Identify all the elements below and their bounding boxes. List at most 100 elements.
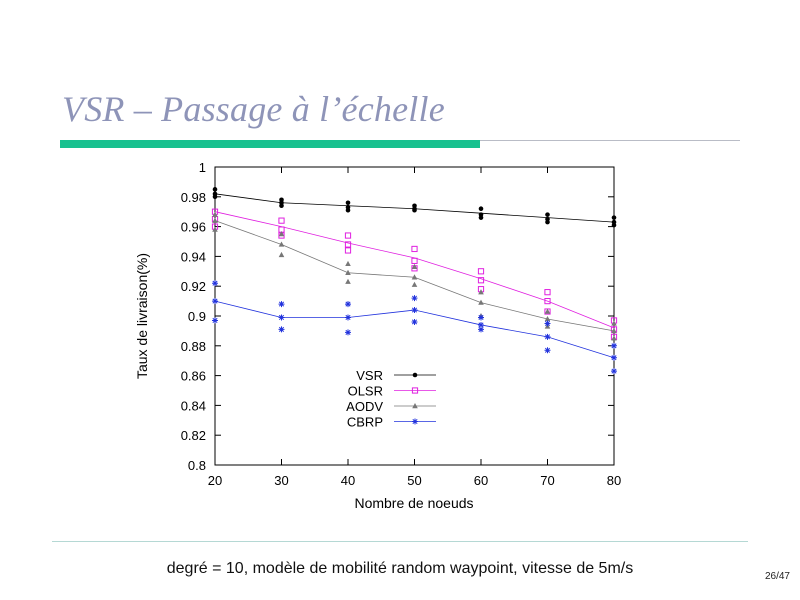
x-axis-label: Nombre de noeuds [354,495,473,511]
series-vsr [212,187,617,228]
data-point-vsr [545,219,550,225]
data-point-aodv [611,320,617,326]
data-point-aodv [278,231,285,237]
y-axis-label: Taux de livraison(%) [134,253,150,379]
data-point-vsr [345,207,351,213]
data-point-cbrp [478,321,484,328]
slide-caption: degré = 10, modèle de mobilité random wa… [166,560,634,577]
legend-marker-aodv [412,403,418,409]
data-point-vsr [345,200,351,206]
data-point-olsr [544,298,551,305]
slide-title: VSR – Passage à l’échelle [62,89,445,129]
data-point-olsr [477,268,485,275]
data-point-cbrp [611,354,617,361]
data-point-aodv [478,289,484,295]
data-point-aodv [411,281,418,287]
data-point-aodv [611,335,617,341]
data-point-aodv [611,327,617,334]
y-tick-label: 0.8 [188,458,206,473]
data-point-aodv [478,299,484,305]
data-point-vsr [478,215,484,220]
data-point-cbrp [278,326,285,333]
y-tick-label: 0.86 [181,369,206,384]
data-point-cbrp [411,318,418,325]
data-point-olsr [477,277,485,284]
data-point-aodv [411,263,418,270]
x-tick-label: 60 [474,473,488,488]
series-aodv [212,211,617,341]
data-point-aodv [345,260,351,267]
data-point-aodv [345,269,351,275]
x-tick-label: 50 [407,473,421,488]
data-point-olsr [544,289,551,296]
y-tick-label: 0.9 [188,309,206,324]
data-point-aodv [278,251,285,258]
data-point-cbrp [411,295,418,302]
legend-label-vsr: VSR [356,368,383,383]
legend-label-cbrp: CBRP [347,415,383,430]
data-point-vsr [478,206,484,212]
y-tick-label: 1 [199,160,206,175]
data-point-cbrp [411,307,418,314]
data-point-aodv [345,278,351,284]
data-point-cbrp [544,333,551,340]
data-point-olsr [411,245,418,253]
axes: 0.8 0.82 0.84 0.86 0.88 0.9 0.92 0.94 0.96 0.98 1 2… [181,160,622,488]
data-point-cbrp [278,314,285,321]
y-tick-label: 0.92 [181,279,206,294]
data-point-cbrp [212,280,218,287]
x-tick-label: 40 [341,473,355,488]
legend-label-olsr: OLSR [348,384,383,399]
data-point-cbrp [345,314,351,321]
data-point-cbrp [478,314,484,321]
data-point-aodv [212,217,218,223]
footer-divider [52,541,748,542]
data-point-vsr [611,215,617,220]
page-number: 26/47 [764,571,790,582]
data-point-aodv [544,315,551,322]
x-tick-label: 20 [208,473,222,488]
data-point-aodv [544,308,551,314]
legend-marker-olsr [411,387,419,394]
data-point-aodv [212,226,218,232]
data-point-cbrp [345,329,351,336]
data-point-vsr [212,194,218,200]
data-point-vsr [611,222,617,228]
y-tick-label: 0.94 [181,249,206,264]
title-accent-bar [60,140,480,148]
y-tick-label: 0.82 [181,428,206,443]
data-point-cbrp [345,301,351,308]
data-point-cbrp [212,298,218,305]
series-layer [211,187,618,375]
y-tick-label: 0.96 [181,220,206,235]
y-tick-label: 0.88 [181,339,206,354]
data-point-cbrp [611,368,617,375]
data-point-aodv [278,241,285,247]
data-point-aodv [212,211,218,217]
legend-marker-vsr [412,372,418,378]
data-point-cbrp [544,347,551,354]
data-point-cbrp [212,317,218,324]
x-tick-label: 30 [274,473,288,488]
data-point-olsr [344,232,352,239]
data-point-olsr [411,257,418,264]
x-tick-label: 70 [540,473,554,488]
data-point-cbrp [278,301,285,308]
legend-label-aodv: AODV [346,399,383,414]
data-point-vsr [545,212,550,217]
x-tick-label: 80 [607,473,621,488]
y-tick-label: 0.98 [181,190,206,205]
data-point-cbrp [478,326,484,333]
data-point-vsr [412,207,417,213]
y-tick-label: 0.84 [181,398,206,413]
data-point-vsr [279,203,284,209]
series-cbrp [212,280,617,375]
legend-marker-cbrp [412,418,418,425]
data-point-olsr [344,247,352,254]
data-point-cbrp [544,320,551,327]
data-point-cbrp [611,342,617,349]
data-point-aodv [411,274,418,280]
data-point-olsr [344,241,352,248]
